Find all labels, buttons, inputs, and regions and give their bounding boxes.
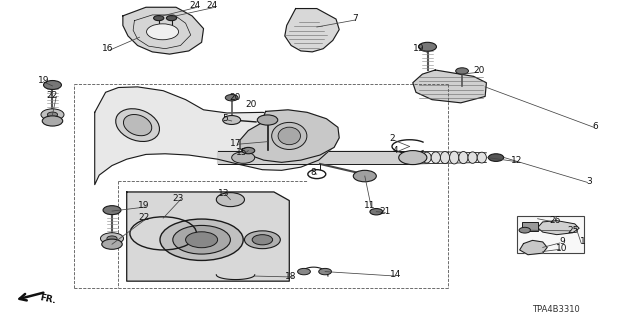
Text: 3: 3 (586, 177, 591, 186)
Ellipse shape (468, 152, 477, 163)
Circle shape (216, 193, 244, 207)
Ellipse shape (450, 151, 459, 164)
Text: 24: 24 (189, 1, 201, 10)
Text: 21: 21 (380, 207, 391, 216)
Ellipse shape (124, 115, 152, 136)
Text: 18: 18 (285, 272, 297, 281)
Polygon shape (538, 221, 579, 235)
Polygon shape (218, 151, 410, 164)
Circle shape (47, 112, 58, 117)
Circle shape (154, 16, 164, 21)
Circle shape (319, 268, 332, 275)
Text: 19: 19 (413, 44, 425, 53)
Polygon shape (413, 70, 486, 103)
Polygon shape (240, 110, 339, 162)
Circle shape (244, 231, 280, 249)
Text: 22: 22 (138, 213, 150, 222)
Ellipse shape (477, 152, 486, 163)
Ellipse shape (459, 152, 468, 164)
Circle shape (488, 154, 504, 161)
Circle shape (44, 81, 61, 89)
Circle shape (147, 24, 179, 40)
Text: 13: 13 (218, 189, 230, 198)
Ellipse shape (278, 127, 301, 145)
Circle shape (223, 116, 241, 124)
Ellipse shape (431, 152, 440, 163)
Circle shape (42, 116, 63, 126)
Polygon shape (127, 192, 289, 281)
Text: 26: 26 (550, 216, 561, 225)
Text: 20: 20 (230, 93, 241, 102)
Circle shape (298, 268, 310, 275)
Polygon shape (520, 240, 547, 255)
Polygon shape (95, 87, 334, 185)
Ellipse shape (413, 153, 422, 163)
Text: FR.: FR. (38, 293, 56, 305)
Text: 23: 23 (172, 194, 184, 203)
Circle shape (257, 115, 278, 125)
Circle shape (242, 148, 255, 154)
Text: TPA4B3310: TPA4B3310 (532, 305, 579, 314)
Text: 25: 25 (567, 226, 579, 235)
Text: 16: 16 (102, 44, 113, 53)
Text: 7: 7 (353, 14, 358, 23)
Text: 11: 11 (364, 202, 376, 211)
Circle shape (102, 239, 122, 249)
Ellipse shape (440, 152, 450, 164)
Ellipse shape (116, 109, 159, 141)
Text: 6: 6 (593, 122, 598, 131)
Text: 24: 24 (207, 1, 218, 10)
Circle shape (399, 151, 427, 164)
Circle shape (173, 225, 230, 254)
Text: 1: 1 (580, 237, 585, 246)
Circle shape (107, 236, 117, 241)
Text: 4: 4 (393, 146, 398, 155)
Text: 10: 10 (556, 244, 568, 253)
Text: 20: 20 (245, 100, 257, 108)
Circle shape (419, 42, 436, 51)
Circle shape (456, 68, 468, 74)
Circle shape (519, 227, 531, 233)
Circle shape (252, 235, 273, 245)
Text: 14: 14 (390, 270, 401, 279)
Text: 19: 19 (138, 202, 150, 211)
Circle shape (370, 209, 383, 215)
Text: 8: 8 (311, 168, 316, 177)
Circle shape (232, 152, 255, 163)
Circle shape (41, 109, 64, 120)
Ellipse shape (422, 152, 431, 163)
Text: 2: 2 (389, 134, 394, 143)
Text: 17: 17 (230, 139, 241, 148)
Ellipse shape (272, 122, 307, 149)
Text: 22: 22 (47, 91, 58, 100)
Circle shape (225, 94, 238, 101)
Circle shape (103, 206, 121, 215)
Circle shape (186, 232, 218, 248)
Text: 15: 15 (236, 148, 248, 157)
Text: 19: 19 (38, 76, 49, 85)
Circle shape (166, 16, 177, 21)
Circle shape (353, 170, 376, 182)
FancyBboxPatch shape (522, 222, 538, 231)
Circle shape (160, 219, 243, 260)
Text: 12: 12 (511, 156, 523, 165)
FancyBboxPatch shape (517, 216, 584, 253)
Circle shape (100, 233, 124, 244)
Text: 20: 20 (473, 67, 484, 76)
Polygon shape (285, 9, 339, 52)
Text: 9: 9 (559, 237, 564, 246)
Text: 5: 5 (223, 114, 228, 123)
Polygon shape (123, 7, 204, 54)
